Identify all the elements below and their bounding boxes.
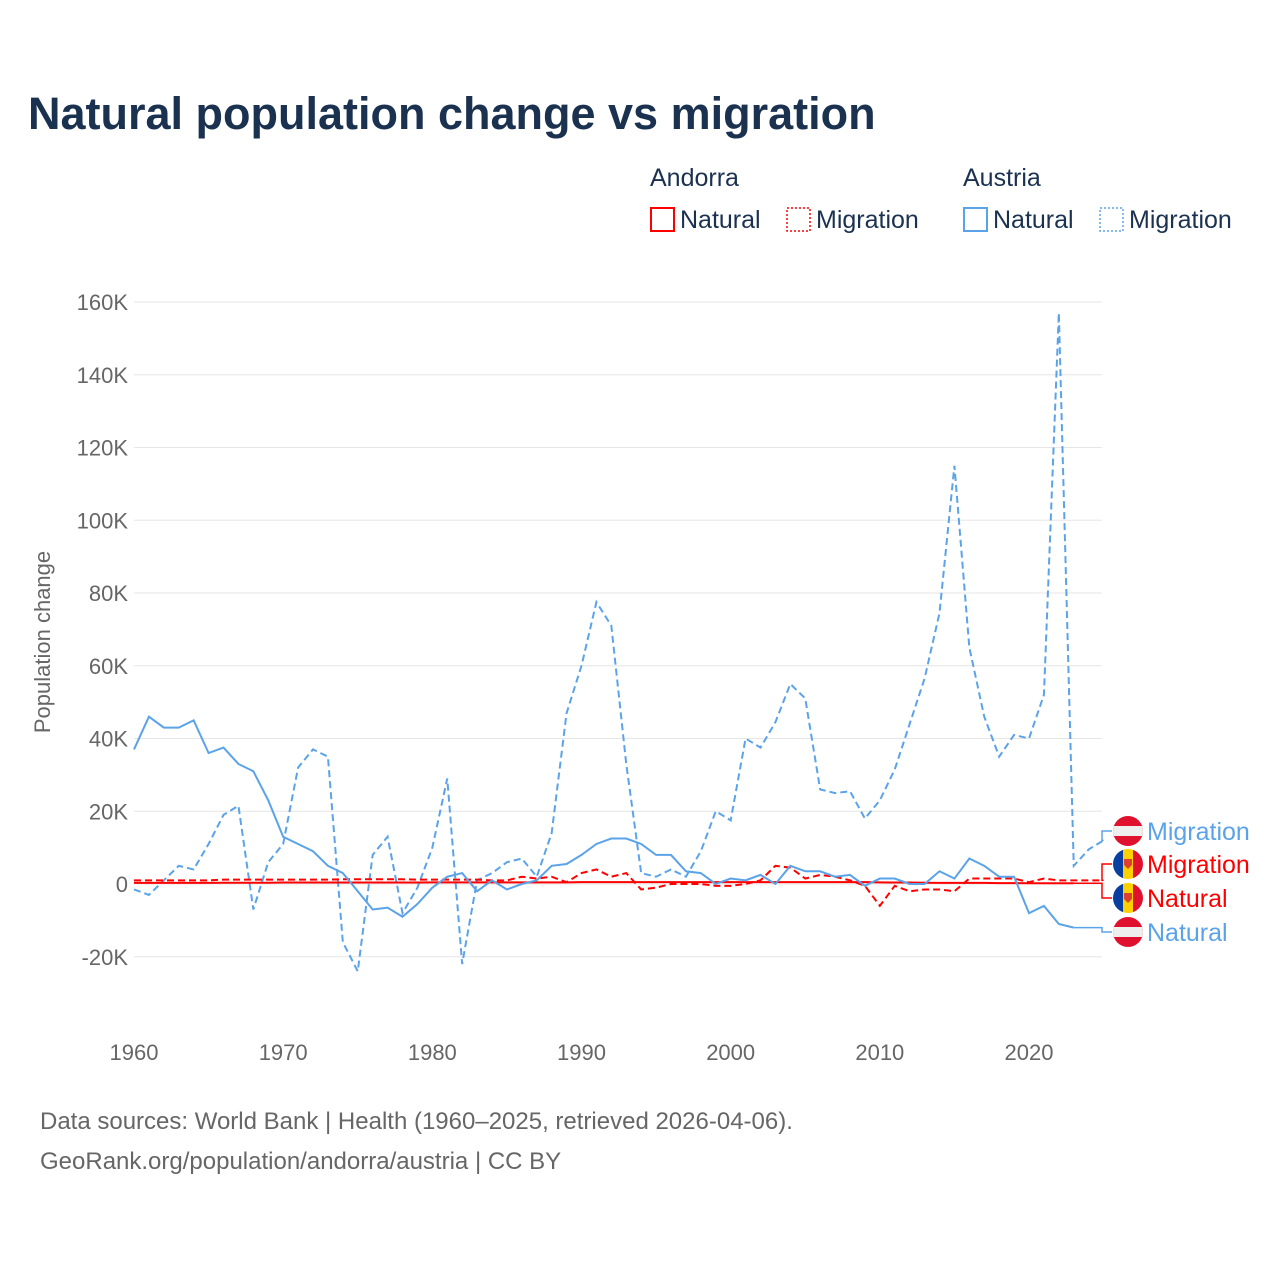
series-line-austria-migration (133, 312, 1105, 975)
austria-flag-icon (1113, 917, 1143, 947)
y-tick-label: 20K (89, 799, 128, 824)
x-tick-label: 1960 (110, 1040, 159, 1065)
x-tick-label: 1990 (557, 1040, 606, 1065)
y-tick-label: 160K (77, 290, 129, 315)
legend-entry-migration: Migration (816, 206, 919, 234)
legend-group-austria: Austria (963, 164, 1041, 192)
x-tick-label: 1980 (408, 1040, 457, 1065)
legend-swatch-natural (650, 207, 675, 232)
chart-title: Natural population change vs migration (28, 88, 876, 139)
legend-entry-natural: Natural (993, 206, 1074, 234)
andorra-flag-icon (1113, 883, 1143, 913)
x-tick-label: 2010 (855, 1040, 904, 1065)
legend-swatch-migration (786, 207, 811, 232)
y-tick-label: 80K (89, 581, 128, 606)
end-label-austria-natural: Natural (1147, 919, 1228, 947)
y-tick-label: 40K (89, 727, 128, 752)
y-axis-label: Population change (30, 551, 55, 733)
label-leader-line (1101, 830, 1112, 842)
legend-group-andorra: Andorra (650, 164, 739, 192)
x-tick-label: 2020 (1005, 1040, 1054, 1065)
x-tick-label: 1970 (259, 1040, 308, 1065)
end-label-austria-migration: Migration (1147, 818, 1250, 846)
y-tick-label: 120K (77, 436, 129, 461)
footer-link[interactable]: GeoRank.org/population/andorra/austria |… (40, 1148, 562, 1175)
label-leader-line (1101, 863, 1112, 882)
series-line-andorra-natural (134, 881, 1074, 885)
series-line-andorra-migration (134, 864, 1104, 908)
y-tick-label: 60K (89, 654, 128, 679)
austria-flag-icon (1113, 816, 1143, 846)
label-leader-line (1073, 882, 1112, 899)
y-tick-label: 140K (77, 363, 129, 388)
y-tick-label: 100K (77, 508, 129, 533)
end-label-andorra-migration: Migration (1147, 851, 1250, 879)
label-leader-line (1073, 926, 1112, 933)
y-tick-label: 0 (116, 872, 128, 897)
y-tick-label: -20K (82, 945, 129, 970)
legend-entry-natural: Natural (680, 206, 761, 234)
andorra-flag-icon (1113, 849, 1143, 879)
x-tick-label: 2000 (706, 1040, 755, 1065)
end-label-andorra-natural: Natural (1147, 885, 1228, 913)
legend-swatch-migration (1099, 207, 1124, 232)
series-line-austria-natural (133, 715, 1074, 929)
legend-swatch-natural (963, 207, 988, 232)
footer-sources: Data sources: World Bank | Health (1960–… (40, 1108, 793, 1135)
legend-entry-migration: Migration (1129, 206, 1232, 234)
